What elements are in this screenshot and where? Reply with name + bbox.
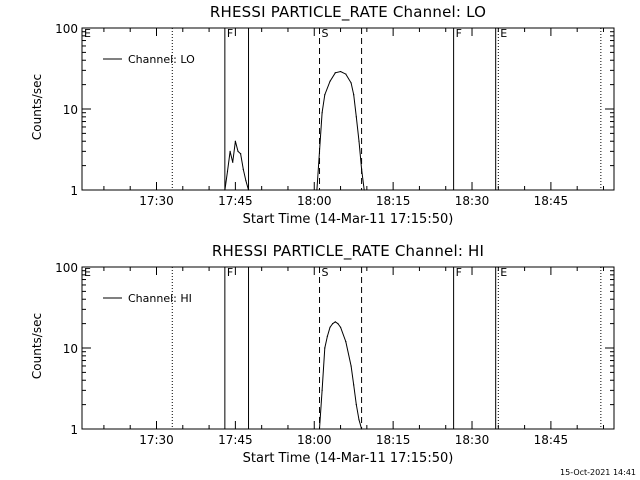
data-point: [226, 170, 229, 172]
event-marker-label: E: [84, 27, 91, 40]
data-point: [339, 326, 342, 328]
series-line: [319, 321, 363, 430]
data-point: [339, 70, 342, 73]
x-axis-label-lo: Start Time (14-Mar-11 17:15:50): [242, 212, 454, 227]
data-point: [321, 389, 323, 391]
event-marker-label: F: [456, 27, 462, 40]
x-tick-label: 17:30: [139, 433, 174, 447]
chart-panel-hi: 17:30 17:45 18:00 18:15 18:30 18:45 1 10 100 E F S F…: [55, 261, 615, 447]
data-point: [229, 150, 231, 152]
data-point: [334, 72, 336, 74]
event-marker-label: E: [500, 27, 507, 40]
legend-entry: Channel: LO: [128, 53, 195, 66]
data-point: [326, 335, 329, 337]
data-point: [337, 323, 339, 325]
data-point: [329, 80, 331, 82]
data-point: [232, 161, 234, 163]
data-point: [329, 326, 331, 328]
data-point: [224, 189, 226, 191]
data-point: [334, 321, 336, 323]
y-tick-label: 10: [63, 342, 78, 356]
x-axis-label-hi: Start Time (14-Mar-11 17:15:50): [242, 451, 454, 466]
y-tick-label: 100: [55, 261, 78, 275]
x-tick-label: 18:45: [534, 433, 569, 447]
y-tick-label: 100: [55, 22, 78, 36]
data-point: [355, 116, 357, 118]
x-tick-label: 18:15: [376, 194, 411, 208]
event-marker-label: F: [227, 266, 233, 279]
series-line: [224, 70, 365, 191]
x-tick-label: 18:30: [455, 433, 490, 447]
data-point: [318, 428, 321, 430]
data-point: [316, 189, 318, 191]
data-point: [360, 168, 363, 170]
chart-title-lo: RHESSI PARTICLE_RATE Channel: LO: [209, 3, 487, 21]
event-marker-label: F: [227, 27, 233, 40]
legend-entry: Channel: HI: [128, 292, 192, 305]
x-tick-label: 17:45: [218, 194, 253, 208]
plot-timestamp: 15-Oct-2021 14:41: [560, 468, 636, 477]
y-tick-label: 1: [70, 423, 78, 437]
data-point: [345, 73, 347, 75]
data-point: [360, 428, 363, 430]
x-tick-label: 17:45: [218, 433, 253, 447]
event-marker-label: F: [456, 266, 462, 279]
event-marker-label: S: [322, 266, 329, 279]
chart-panel-lo: 17:30 17:45 18:00 18:15 18:30 18:45 1 10 100 E F S F…: [55, 22, 615, 208]
data-point: [350, 365, 352, 367]
x-tick-label: 18:00: [297, 433, 332, 447]
data-point: [358, 419, 360, 421]
data-point: [240, 153, 242, 155]
data-point: [350, 82, 352, 84]
chart-title-hi: RHESSI PARTICLE_RATE Channel: HI: [211, 242, 485, 260]
data-point: [234, 140, 236, 142]
data-point: [242, 168, 244, 170]
data-point: [237, 150, 239, 152]
x-tick-label: 18:45: [534, 194, 569, 208]
event-marker-label: S: [322, 27, 329, 40]
data-point: [318, 150, 321, 152]
x-tick-label: 17:30: [139, 194, 174, 208]
data-point: [363, 189, 365, 191]
data-point: [345, 340, 347, 343]
x-tick-label: 18:30: [455, 194, 490, 208]
y-tick-label: 1: [70, 184, 78, 198]
event-marker-label: E: [500, 266, 507, 279]
data-point: [353, 94, 355, 96]
data-point: [321, 112, 323, 114]
data-point: [245, 180, 247, 182]
y-tick-label: 10: [63, 103, 78, 117]
data-point: [355, 404, 357, 406]
x-tick-label: 18:15: [376, 433, 411, 447]
data-point: [324, 94, 326, 96]
data-point: [332, 323, 334, 325]
data-point: [324, 347, 326, 349]
data-point: [353, 384, 355, 386]
data-point: [247, 189, 250, 191]
event-marker-label: E: [84, 266, 91, 279]
data-point: [358, 140, 360, 142]
x-tick-label: 18:00: [297, 194, 332, 208]
